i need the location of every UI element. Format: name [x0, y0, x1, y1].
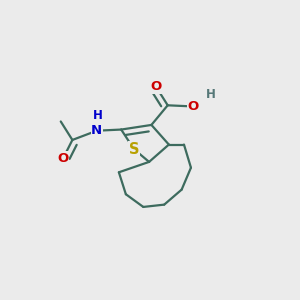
- Text: O: O: [58, 152, 69, 165]
- Text: S: S: [129, 142, 139, 157]
- Text: N: N: [91, 124, 102, 137]
- Text: H: H: [93, 109, 103, 122]
- Text: O: O: [188, 100, 199, 113]
- Text: O: O: [150, 80, 162, 93]
- Text: H: H: [206, 88, 216, 101]
